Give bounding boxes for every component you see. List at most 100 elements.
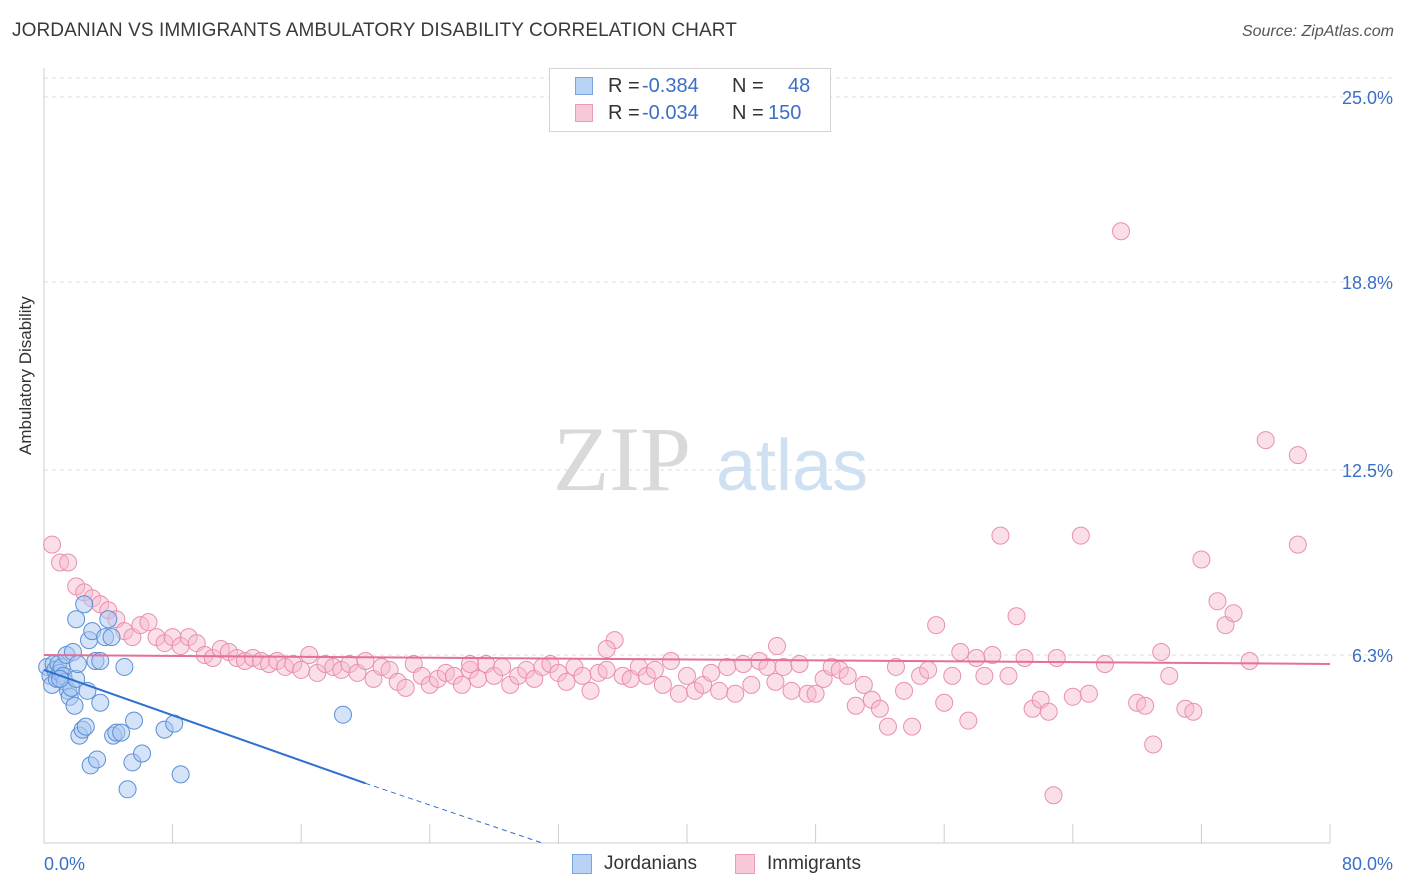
bottom-legend-label: Immigrants: [767, 853, 861, 874]
immigrants-point: [1144, 735, 1163, 754]
legend-n-value: 48: [788, 75, 811, 97]
legend-n-label: N =: [732, 75, 764, 97]
jordanians-point: [333, 705, 352, 724]
legend-r-label: R =: [608, 75, 640, 97]
jordanians-trend-extension: [365, 782, 543, 844]
immigrants-point: [919, 660, 938, 679]
immigrants-point: [927, 616, 946, 635]
immigrants-point: [1063, 687, 1082, 706]
immigrants-point: [469, 669, 488, 688]
trend-lines: [43, 654, 1331, 844]
jordanians-point: [65, 696, 84, 715]
source-label: Source: ZipAtlas.com: [1241, 23, 1394, 40]
immigrants-point: [1208, 592, 1227, 611]
immigrants-point: [959, 711, 978, 730]
immigrants-point: [1256, 431, 1275, 450]
immigrants-point: [768, 637, 787, 656]
immigrants-point: [1192, 550, 1211, 569]
immigrants-point: [991, 526, 1010, 545]
jordanians-point: [75, 595, 94, 614]
immigrants-point: [661, 651, 680, 670]
immigrants-points: [43, 222, 1307, 805]
immigrants-point: [1152, 643, 1171, 662]
immigrants-point: [678, 666, 696, 685]
gridlines: [44, 77, 1392, 656]
immigrants-point: [710, 681, 729, 700]
watermark-atlas: atlas: [716, 426, 868, 506]
jordanians-point: [76, 717, 95, 736]
legend-n-value: 150: [768, 102, 802, 124]
immigrants-point: [597, 660, 616, 679]
x-tick-labels: 0.0% 80.0%: [44, 854, 1393, 874]
immigrants-point: [573, 666, 592, 685]
immigrants-point: [895, 681, 914, 700]
immigrants-point: [1224, 604, 1243, 623]
jordanians-trend-line: [43, 668, 366, 785]
immigrants-point: [1240, 651, 1259, 670]
immigrants-point: [1112, 222, 1131, 241]
jordanians-point: [133, 744, 152, 763]
immigrants-point: [702, 663, 721, 682]
immigrants-point: [300, 646, 319, 665]
watermark-zip: ZIP: [553, 408, 691, 510]
immigrants-point: [734, 654, 753, 673]
watermark: ZIP atlas: [553, 408, 868, 510]
jordanians-point: [91, 693, 110, 712]
legend-r-value: -0.384: [642, 75, 699, 97]
bottom-legend-swatch-pink: [735, 854, 755, 874]
immigrants-point: [846, 696, 865, 715]
legend-row-jordanians: R = -0.384 N = 48: [550, 73, 830, 100]
immigrants-point: [967, 648, 986, 667]
immigrants-point: [1007, 607, 1026, 626]
y-tick-label: 6.3%: [1352, 646, 1393, 666]
bottom-legend-swatch-blue: [572, 854, 592, 874]
jordanians-point: [118, 780, 137, 799]
bottom-legend-label: Jordanians: [604, 853, 697, 874]
immigrants-point: [870, 699, 889, 718]
legend: R = -0.384 N = 48 R = -0.034 N = 150: [549, 68, 831, 132]
y-tick-label: 25.0%: [1342, 88, 1393, 108]
immigrants-point: [460, 654, 479, 673]
immigrants-point: [1071, 526, 1090, 545]
jordanians-point: [67, 610, 86, 629]
immigrants-point: [1136, 696, 1155, 715]
legend-n-label: N =: [732, 102, 764, 124]
immigrants-point: [59, 553, 78, 572]
legend-row-immigrants: R = -0.034 N = 150: [550, 100, 830, 127]
jordanians-point: [99, 610, 118, 629]
immigrants-point: [838, 666, 857, 685]
immigrants-point: [1039, 702, 1058, 721]
immigrants-point: [983, 646, 1002, 665]
jordanians-point: [112, 723, 131, 742]
legend-swatch-pink: [575, 104, 593, 122]
immigrants-point: [1160, 666, 1179, 685]
legend-swatch-blue: [575, 77, 593, 95]
immigrants-point: [356, 651, 375, 670]
immigrants-point: [1044, 786, 1063, 805]
y-tick-label: 12.5%: [1342, 461, 1393, 481]
immigrants-point: [493, 657, 512, 676]
immigrants-point: [951, 643, 970, 662]
immigrants-point: [1288, 446, 1307, 465]
immigrants-point: [396, 678, 415, 697]
immigrants-point: [726, 684, 745, 703]
jordanians-point: [88, 750, 107, 769]
y-tick-labels: 6.3% 12.5% 18.8% 25.0%: [1342, 88, 1393, 666]
immigrants-point: [452, 675, 471, 694]
immigrants-point: [1015, 648, 1034, 667]
jordanians-point: [68, 654, 87, 673]
immigrants-point: [806, 684, 825, 703]
immigrants-trend-line: [43, 654, 1331, 665]
immigrants-point: [1288, 535, 1307, 554]
immigrants-point: [718, 657, 737, 676]
jordanians-point: [115, 657, 134, 676]
y-tick-label: 18.8%: [1342, 273, 1393, 293]
immigrants-point: [43, 535, 62, 554]
chart-title: JORDANIAN VS IMMIGRANTS AMBULATORY DISAB…: [12, 20, 737, 41]
immigrants-point: [653, 675, 672, 694]
x-tick-label: 0.0%: [44, 854, 85, 874]
immigrants-point: [645, 660, 664, 679]
immigrants-point: [581, 681, 600, 700]
immigrants-point: [597, 640, 616, 659]
